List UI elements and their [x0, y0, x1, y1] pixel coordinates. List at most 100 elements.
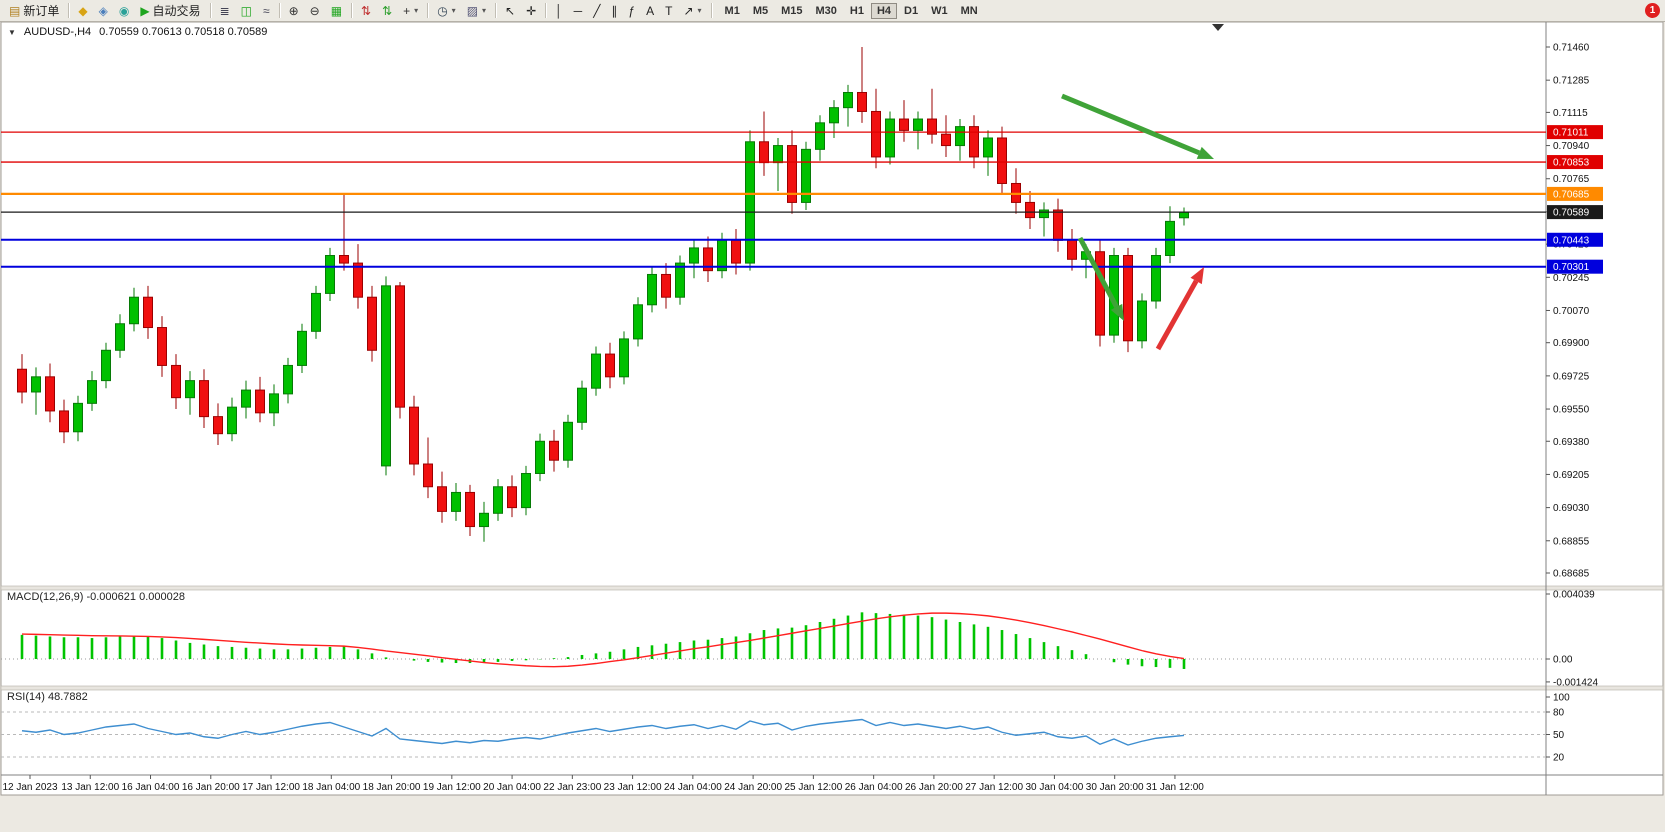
navigator-button[interactable]: ◈ [94, 1, 113, 21]
add-indicator-icon: ⇅ [382, 3, 393, 18]
label-button[interactable]: T [660, 1, 677, 21]
navigator-icon: ◈ [98, 3, 108, 18]
fibonacci-button[interactable]: ƒ [623, 1, 640, 21]
timeframe-w1-button[interactable]: W1 [931, 4, 948, 17]
candle [1123, 255, 1133, 342]
candle [493, 486, 503, 514]
time-tick-label: 20 Jan 04:00 [483, 782, 541, 793]
chart-background [0, 21, 1664, 796]
metaeditor-button[interactable]: ◉ [114, 1, 134, 21]
price-label-box-text: 0.70301 [1553, 262, 1590, 273]
time-tick-label: 18 Jan 20:00 [363, 782, 421, 793]
new-order-button[interactable]: ▤ 新订单 [4, 1, 64, 21]
timeframe-m15-button[interactable]: M15 [781, 4, 803, 17]
chevron-down-icon: ▾ [482, 6, 487, 15]
macd-indicator-label: MACD(12,26,9) -0.000621 0.000028 [7, 591, 185, 603]
trend-arrow-down-2[interactable] [1077, 236, 1119, 309]
price-label-box-text: 0.70853 [1553, 158, 1590, 169]
text-icon: A [646, 3, 655, 18]
timeframe-m30-button[interactable]: M30 [815, 4, 837, 17]
chart-symbol-period: AUDUSD-,H4 [23, 26, 92, 38]
time-tick-label: 24 Jan 20:00 [724, 782, 782, 793]
rsi-axis-label: 100 [1553, 693, 1570, 704]
templates-button[interactable]: ▨ ▾ [462, 1, 491, 21]
text-button[interactable]: A [641, 1, 659, 21]
notifications-badge[interactable]: 1 [1645, 3, 1660, 18]
autotrading-button[interactable]: ▶ 自动交易 [135, 1, 205, 21]
timeframe-m5-button[interactable]: M5 [752, 4, 769, 17]
pane-splitter[interactable] [0, 585, 1664, 591]
price-tick-label: 0.68855 [1553, 536, 1590, 547]
price-tick-label: 0.69900 [1553, 338, 1590, 349]
candle [367, 296, 377, 351]
add-indicator-button[interactable]: ⇅ [377, 1, 397, 21]
candle [1137, 300, 1147, 342]
bar-chart-button[interactable]: ≣ [215, 1, 235, 21]
candle [381, 285, 391, 467]
timeframe-h1-button[interactable]: H1 [849, 4, 864, 17]
candle [87, 380, 97, 404]
candle [171, 364, 181, 399]
crosshair-button[interactable]: ✛ [521, 1, 541, 21]
timeframe-mn-button[interactable]: MN [960, 4, 978, 17]
candlestick-chart-button[interactable]: ◫ [236, 1, 257, 21]
zoom-out-button[interactable]: ⊖ [305, 1, 325, 21]
price-tick-label: 0.70070 [1553, 306, 1590, 317]
shapes-button[interactable]: ↗ ▾ [678, 1, 706, 21]
price-tick-label: 0.69550 [1553, 405, 1590, 416]
time-tick-label: 30 Jan 20:00 [1086, 782, 1144, 793]
price-tick-label: 0.71285 [1553, 76, 1590, 87]
toolbar: ▤ 新订单 ◆ ◈ ◉ ▶ 自动交易 ≣ ◫ ≈ ⊕ ⊖ ▦ ⇅ ⇅ + ▾ ◷ ▾ ▨ ▾ ↖ ✛ │ ─ ╱ ∥ ƒ A T ↗ ▾ M1… [0, 0, 1665, 22]
time-tick-label: 16 Jan 04:00 [122, 782, 180, 793]
timeframe-d1-button[interactable]: D1 [904, 4, 919, 17]
chart-menu-icon[interactable]: ▼ [8, 27, 16, 37]
candle [185, 380, 195, 399]
cursor-button[interactable]: ↖ [500, 1, 520, 21]
indicators-button[interactable]: ⇅ [356, 1, 376, 21]
time-tick-label: 22 Jan 23:00 [543, 782, 601, 793]
candle [787, 145, 797, 203]
line-chart-button[interactable]: ≈ [258, 1, 275, 21]
crosshair-icon: ✛ [526, 3, 537, 18]
pane-splitter[interactable] [0, 685, 1664, 691]
zoom-in-button[interactable]: ⊕ [284, 1, 304, 21]
toolbar-separator [278, 3, 280, 18]
plus-icon: + [403, 3, 411, 18]
timeframe-h4-button[interactable]: H4 [870, 2, 898, 19]
bounce-arrow-up[interactable] [1155, 279, 1199, 351]
price-tick-label: 0.69380 [1553, 437, 1590, 448]
candle [829, 107, 839, 124]
price-label-box [1547, 186, 1603, 201]
candlestick-icon: ◫ [240, 3, 252, 18]
trendline-icon: ╱ [593, 3, 601, 18]
time-tick-label: 23 Jan 12:00 [604, 782, 662, 793]
market-watch-button[interactable]: ◆ [73, 1, 92, 21]
candle [955, 126, 965, 147]
timeframe-m1-button[interactable]: M1 [724, 4, 740, 17]
candle [73, 402, 83, 433]
line-chart-icon: ≈ [262, 3, 270, 18]
periods-button[interactable]: ◷ ▾ [432, 1, 461, 21]
horizontal-line-button[interactable]: ─ [569, 1, 588, 21]
tile-windows-icon: ▦ [330, 3, 343, 18]
candle [1053, 209, 1063, 241]
time-tick-label: 26 Jan 20:00 [905, 782, 963, 793]
tile-windows-button[interactable]: ▦ [326, 1, 347, 21]
indicators-icon: ⇅ [361, 3, 372, 18]
vertical-line-button[interactable]: │ [550, 1, 568, 21]
trendline-button[interactable]: ╱ [588, 1, 605, 21]
rsi-indicator-label: RSI(14) 48.7882 [7, 691, 88, 703]
time-axis[interactable] [29, 775, 1176, 779]
candle [661, 273, 671, 298]
time-tick-label: 26 Jan 04:00 [845, 782, 903, 793]
time-tick-label: 12 Jan 2023 [2, 782, 57, 793]
channel-button[interactable]: ∥ [606, 1, 622, 21]
time-tick-label: 18 Jan 04:00 [302, 782, 360, 793]
candle [871, 110, 881, 158]
trend-arrow-down-1[interactable] [1061, 93, 1201, 156]
candles [17, 47, 1189, 542]
zoom-in-icon: ⊕ [288, 3, 299, 18]
autotrading-button-label: 自动交易 [152, 4, 201, 18]
indicator-list-button[interactable]: + ▾ [398, 1, 423, 21]
